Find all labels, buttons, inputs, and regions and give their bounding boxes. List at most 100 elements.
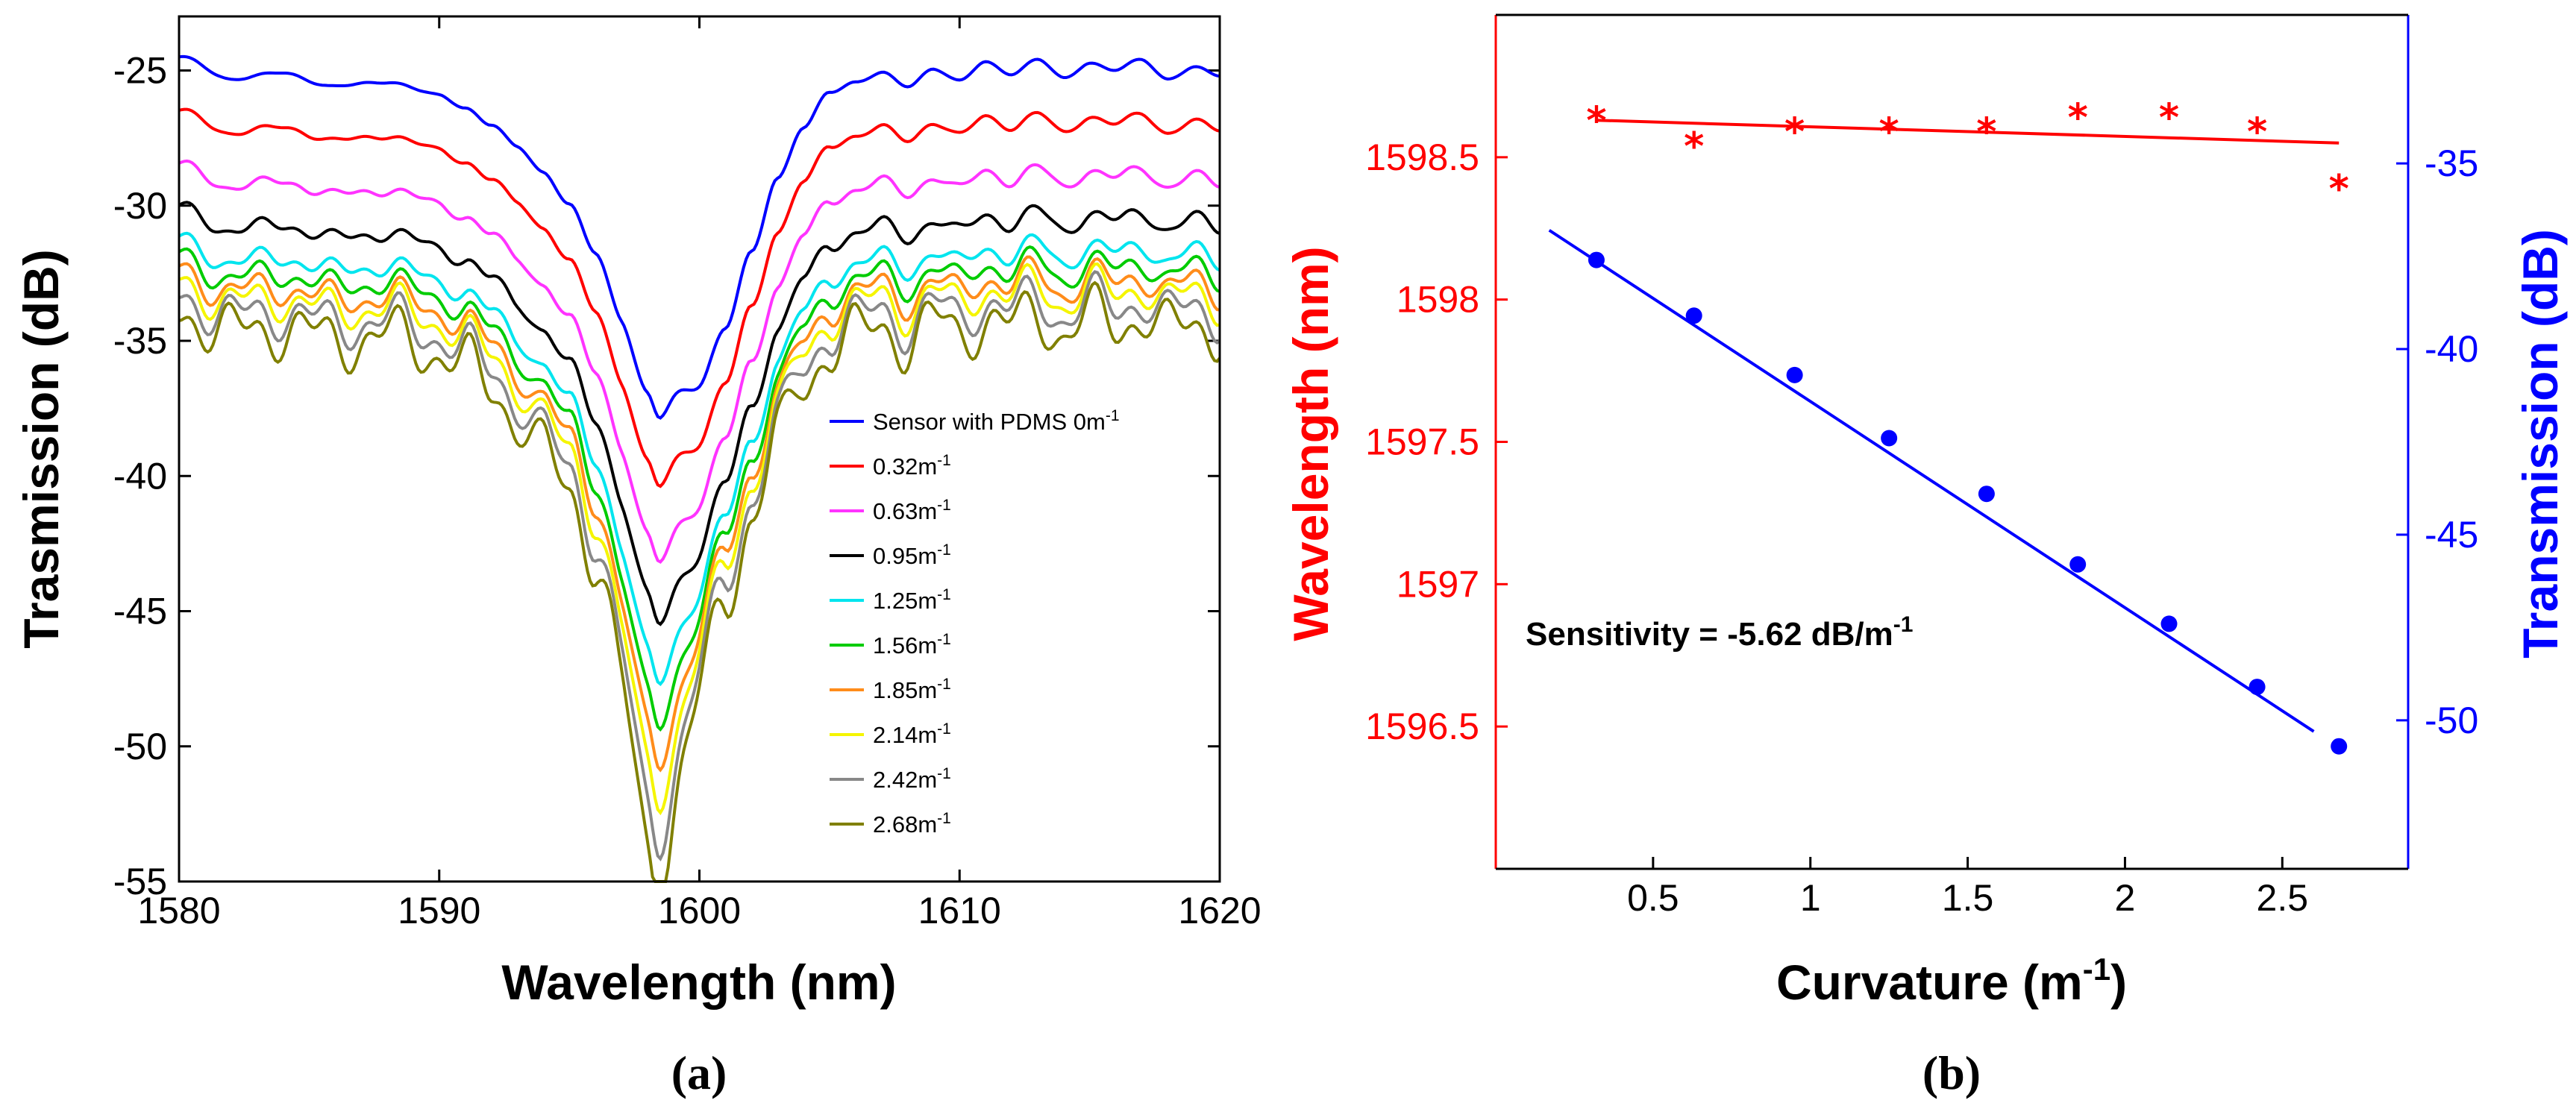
panel-a-legend-label: 0.63m — [873, 498, 937, 524]
panel-a-ticks: 1580 1590 1600 1610 1620 -25 -30 -35 -40 -45 -50 -5… — [113, 16, 1262, 931]
panel-b-transmission-fit-line — [1548, 229, 2315, 733]
panel-a-series-line — [178, 54, 1220, 420]
panel-a-legend-label: 1.85m — [873, 677, 937, 703]
panel-b-transmission-point — [2069, 556, 2087, 573]
panel-b-wavelength-point: * — [2247, 110, 2267, 155]
panel-a-y-tick-label: -25 — [113, 50, 167, 92]
panel-a-y-tick-label: -55 — [113, 861, 167, 902]
panel-a: 1580 1590 1600 1610 1620 -25 -30 -35 -40 -45 -50 -5… — [13, 15, 1262, 1099]
panel-a-legend-superscript: -1 — [937, 631, 951, 648]
panel-b-x-tick-label: 0.5 — [1627, 877, 1679, 919]
panel-b-wavelength-point: * — [2329, 167, 2349, 212]
panel-a-legend-superscript: -1 — [937, 676, 951, 693]
panel-a-series-line — [178, 231, 1220, 687]
panel-a-legend-superscript: -1 — [937, 497, 951, 514]
panel-a-legend-label: 1.25m — [873, 588, 937, 614]
panel-a-legend-superscript: -1 — [937, 452, 951, 469]
panel-a-legend-entry: Sensor with PDMS 0m-1 — [873, 407, 1120, 435]
panel-b-wavelength-point: * — [2068, 96, 2088, 141]
panel-a-legend: Sensor with PDMS 0m-10.32m-10.63m-10.95m… — [830, 407, 1120, 838]
panel-a-y-tick-label: -35 — [113, 320, 167, 362]
panel-a-series-line — [178, 107, 1220, 488]
panel-a-legend-label: 1.56m — [873, 632, 937, 659]
panel-a-legend-label: 0.95m — [873, 543, 937, 569]
panel-a-y-tick-label: -45 — [113, 591, 167, 632]
panel-a-y-tick-label: -50 — [113, 726, 167, 767]
panel-a-legend-entry: 1.85m-1 — [873, 676, 951, 703]
panel-a-legend-label: 0.32m — [873, 453, 937, 480]
panel-a-legend-superscript: -1 — [937, 586, 951, 603]
panel-a-legend-label: 2.14m — [873, 722, 937, 748]
panel-b-transmission-point — [1588, 251, 1605, 268]
panel-b-right-tick-label: -40 — [2425, 328, 2478, 370]
panel-b-left-tick-label: 1597.5 — [1365, 421, 1479, 463]
panel-b-wavelength-point: * — [2159, 96, 2179, 141]
panel-a-legend-label: 2.68m — [873, 811, 937, 838]
panel-a-x-tick-label: 1580 — [137, 890, 220, 931]
panel-a-y-tick-label: -40 — [113, 455, 167, 497]
panel-b-wavelength-point: * — [1684, 125, 1704, 169]
panel-b-wavelength-point: * — [1586, 98, 1606, 143]
panel-a-series-line — [178, 159, 1220, 565]
panel-b-wavelength-point: * — [1976, 110, 1996, 155]
panel-b: 0.5 1 1.5 2 2.5 1596.5 1597 1597.5 1598 1598.5 -35… — [1283, 13, 2568, 1099]
panel-b-left-y-label: Wavelength (nm) — [1283, 246, 1338, 641]
panel-a-legend-superscript: -1 — [1106, 407, 1120, 424]
panel-a-legend-entry: 2.42m-1 — [873, 765, 951, 793]
panel-b-wavelength-fit-line — [1596, 119, 2340, 145]
panel-b-left-tick-label: 1598 — [1397, 279, 1479, 321]
panel-b-transmission-point — [2160, 615, 2178, 632]
panel-b-transmission-point — [1978, 485, 1995, 503]
panel-a-legend-label: 2.42m — [873, 767, 937, 793]
panel-a-series-line — [178, 201, 1220, 626]
panel-b-wavelength-point: * — [1784, 110, 1805, 155]
panel-b-x-tick-label: 1.5 — [1942, 877, 1994, 919]
panel-b-x-label: Curvature (m-1) — [1776, 952, 2127, 1010]
panel-b-right-tick-label: -50 — [2425, 700, 2478, 741]
panel-b-left-tick-label: 1598.5 — [1365, 136, 1479, 178]
panel-a-x-tick-label: 1600 — [658, 890, 741, 931]
panel-b-data: * * * * * * * * * — [1548, 96, 2349, 755]
panel-a-x-tick-label: 1620 — [1178, 890, 1261, 931]
panel-a-y-tick-label: -30 — [113, 185, 167, 227]
panel-b-right-tick-label: -45 — [2425, 514, 2478, 556]
panel-b-transmission-point — [1685, 307, 1702, 324]
panel-b-transmission-point — [2248, 679, 2266, 696]
panel-b-annotation: Sensitivity = -5.62 dB/m-1 — [1526, 612, 1913, 653]
panel-b-right-y-label: Transmission (dB) — [2513, 229, 2568, 659]
panel-b-x-tick-label: 2 — [2115, 877, 2136, 919]
panel-a-x-label: Wavelength (nm) — [501, 955, 896, 1010]
panel-b-right-tick-label: -35 — [2425, 142, 2478, 184]
panel-a-caption: (a) — [671, 1046, 727, 1099]
panel-a-legend-entry: 1.25m-1 — [873, 586, 951, 614]
panel-a-x-tick-label: 1610 — [918, 890, 1001, 931]
panel-a-legend-entry: 2.68m-1 — [873, 810, 951, 838]
panel-b-wavelength-point: * — [1879, 110, 1899, 155]
panel-b-x-tick-label: 1 — [1800, 877, 1821, 919]
panel-a-legend-entry: 0.95m-1 — [873, 541, 951, 569]
panel-a-legend-entry: 0.32m-1 — [873, 452, 951, 480]
panel-b-left-tick-label: 1596.5 — [1365, 706, 1479, 747]
panel-b-caption: (b) — [1922, 1046, 1981, 1099]
panel-a-legend-entry: 1.56m-1 — [873, 631, 951, 659]
panel-a-series-line — [178, 262, 1220, 816]
panel-a-legend-superscript: -1 — [937, 765, 951, 782]
panel-b-left-tick-label: 1597 — [1397, 563, 1479, 605]
panel-a-legend-superscript: -1 — [937, 720, 951, 738]
panel-b-transmission-point — [1786, 366, 1803, 383]
panel-a-frame — [178, 15, 1221, 883]
panel-a-series-line — [178, 245, 1220, 732]
panel-b-ticks: 0.5 1 1.5 2 2.5 1596.5 1597 1597.5 1598 1598.5 -35… — [1365, 136, 2478, 919]
panel-a-series-line — [178, 270, 1221, 861]
panel-a-x-tick-label: 1590 — [398, 890, 480, 931]
panel-a-series-line — [178, 280, 1221, 883]
panel-b-x-tick-label: 2.5 — [2257, 877, 2309, 919]
panel-a-series-line — [178, 255, 1220, 773]
panel-a-legend-entry: 2.14m-1 — [873, 720, 951, 748]
panel-a-legend-superscript: -1 — [937, 541, 951, 559]
panel-a-legend-label: Sensor with PDMS 0m — [873, 409, 1106, 435]
panel-a-y-label: Trasmission (dB) — [13, 249, 69, 648]
panel-a-legend-superscript: -1 — [937, 810, 951, 827]
panel-a-legend-entry: 0.63m-1 — [873, 497, 951, 524]
